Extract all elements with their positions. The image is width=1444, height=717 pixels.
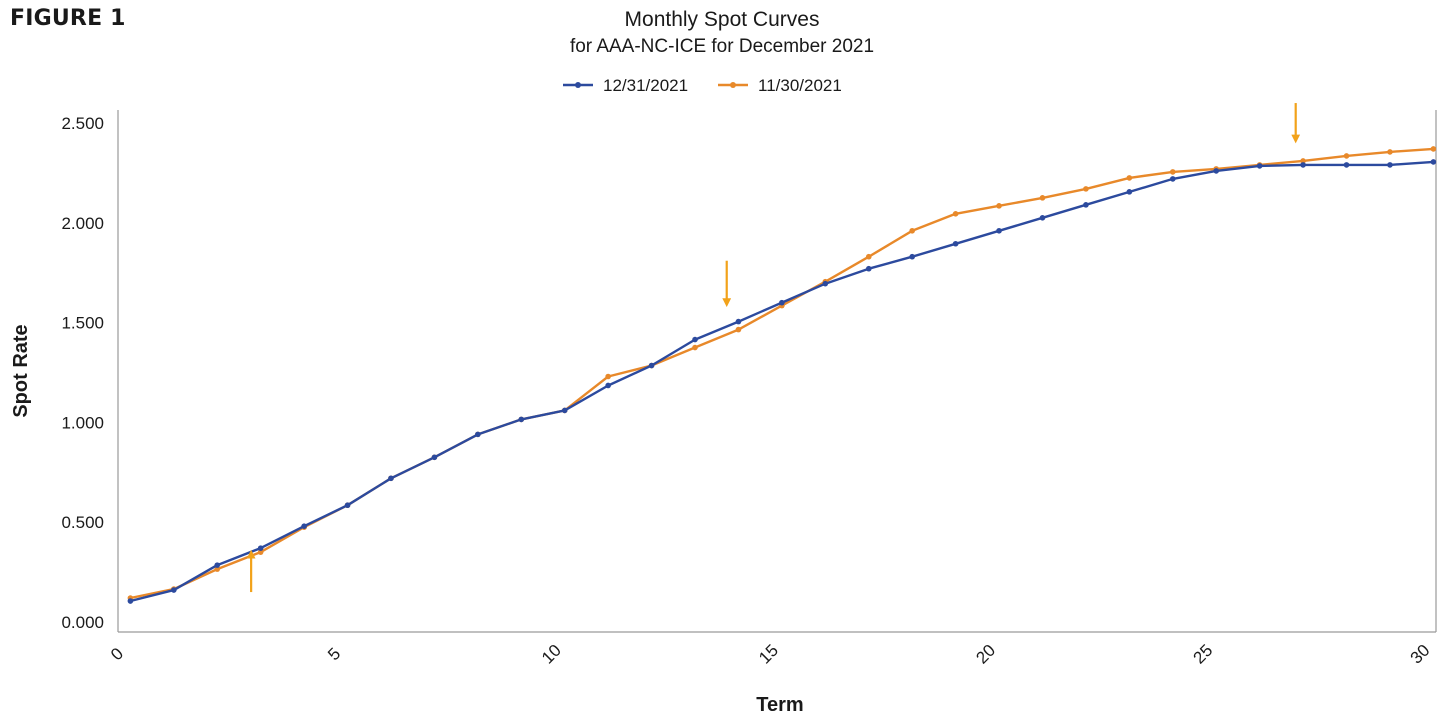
series-1-point bbox=[1387, 162, 1393, 168]
series-1-point bbox=[822, 280, 829, 287]
x-tick-label: 15 bbox=[755, 641, 782, 668]
series-1-point bbox=[1256, 163, 1263, 169]
series-2-point bbox=[865, 253, 872, 260]
y-tick-label: 2.500 bbox=[61, 114, 104, 133]
legend-label-2: 11/30/2021 bbox=[758, 76, 842, 95]
series-2-point bbox=[735, 326, 742, 333]
x-tick-label: 25 bbox=[1190, 641, 1217, 668]
series-1-point bbox=[735, 318, 742, 325]
y-tick-label: 0.500 bbox=[61, 513, 104, 532]
legend-marker-2 bbox=[730, 82, 736, 88]
series-2-point bbox=[909, 227, 915, 234]
series-1-point bbox=[214, 562, 221, 568]
series-2-point bbox=[605, 373, 611, 380]
series-1-point bbox=[692, 336, 698, 343]
x-tick-label: 20 bbox=[972, 641, 999, 668]
y-tick-label: 1.500 bbox=[61, 314, 104, 333]
series-line-2 bbox=[130, 147, 1434, 600]
series-2-point bbox=[1387, 149, 1393, 155]
series-2-point bbox=[214, 566, 221, 572]
y-tick-label: 0.000 bbox=[61, 613, 104, 632]
x-tick-label: 0 bbox=[107, 644, 127, 664]
series-1-point bbox=[1169, 176, 1176, 182]
series-2-point bbox=[257, 549, 264, 555]
series-2-point bbox=[1343, 153, 1350, 159]
series-1-point bbox=[779, 299, 785, 306]
series-1-point bbox=[1430, 159, 1437, 165]
series-2-point bbox=[996, 203, 1002, 209]
series-1-point bbox=[865, 265, 872, 272]
series-1-point bbox=[561, 407, 568, 414]
series-1-point bbox=[171, 587, 177, 593]
series-line-1 bbox=[130, 160, 1434, 603]
series-2-point bbox=[692, 344, 698, 351]
series-2-point bbox=[952, 211, 959, 217]
series-2-point bbox=[1300, 158, 1306, 164]
series-1-point bbox=[301, 523, 307, 529]
series-1-point bbox=[1300, 162, 1306, 168]
series-1-point bbox=[1343, 162, 1350, 168]
x-tick-label: 30 bbox=[1407, 641, 1434, 668]
y-axis-title: Spot Rate bbox=[10, 324, 32, 417]
legend-label-1: 12/31/2021 bbox=[603, 76, 688, 95]
series-1-point bbox=[257, 545, 264, 551]
series-1-point bbox=[1039, 215, 1046, 221]
series-2-point bbox=[1126, 175, 1133, 181]
series-2-point bbox=[1169, 169, 1176, 175]
series-1-point bbox=[431, 454, 438, 461]
x-tick-label: 10 bbox=[538, 641, 565, 668]
series-1-point bbox=[1213, 168, 1220, 174]
series-1-point bbox=[648, 362, 655, 369]
legend-marker-1 bbox=[575, 82, 581, 88]
series-2-point bbox=[1430, 146, 1437, 152]
chart-subtitle: for AAA-NC-ICE for December 2021 bbox=[570, 36, 874, 57]
series-1-point bbox=[127, 598, 134, 604]
series-1-point bbox=[388, 475, 394, 482]
series-1-point bbox=[909, 253, 915, 260]
series-1-point bbox=[518, 416, 525, 423]
series-1-point bbox=[996, 227, 1002, 234]
series-1-point bbox=[344, 502, 351, 509]
series-1-point bbox=[605, 382, 611, 389]
figure-label: FIGURE 1 bbox=[10, 6, 126, 31]
chart-title: Monthly Spot Curves bbox=[625, 8, 820, 31]
x-axis-title: Term bbox=[756, 694, 803, 716]
x-tick-label: 5 bbox=[324, 644, 344, 664]
series-1-point bbox=[1126, 189, 1133, 195]
series-2-point bbox=[1039, 195, 1046, 201]
series-1-point bbox=[1083, 202, 1089, 208]
series-2-point bbox=[1083, 186, 1089, 192]
y-tick-label: 2.000 bbox=[61, 214, 104, 233]
y-tick-label: 1.000 bbox=[61, 413, 104, 432]
series-1-point bbox=[952, 240, 959, 247]
series-1-point bbox=[475, 431, 481, 438]
